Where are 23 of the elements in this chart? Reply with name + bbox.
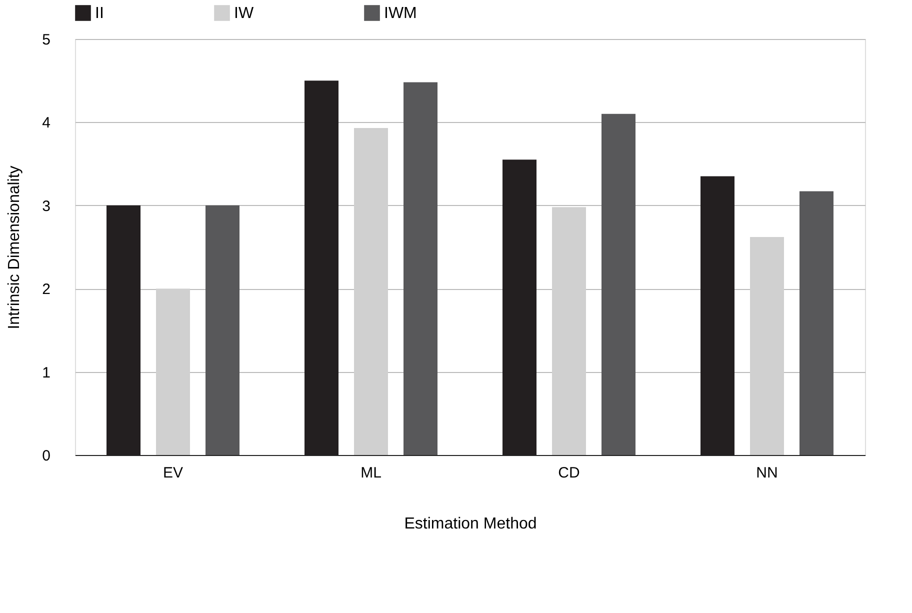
x-tick-label: NN [756,464,778,482]
bar [206,205,240,455]
bar [552,207,586,455]
legend-label: II [95,5,104,22]
y-axis-title: Intrinsic Dimensionality [6,166,24,330]
legend-label: IWM [384,5,417,22]
x-tick-label: EV [163,464,184,482]
y-tick-label: 4 [42,114,50,132]
y-tick-label: 0 [42,448,50,464]
legend-label: IW [234,5,254,22]
x-axis-title: Estimation Method [404,516,537,532]
bar [601,114,636,455]
y-tick-label: 2 [42,281,50,298]
bar [404,82,438,455]
bar [750,237,784,455]
bar [354,128,388,455]
bar [156,288,190,455]
y-tick-label: 1 [42,364,50,382]
bar [799,191,834,455]
x-tick-label: ML [360,464,382,482]
x-tick-label: CD [558,464,580,482]
y-tick-label: 3 [42,198,50,215]
y-tick-label: 5 [42,32,50,48]
